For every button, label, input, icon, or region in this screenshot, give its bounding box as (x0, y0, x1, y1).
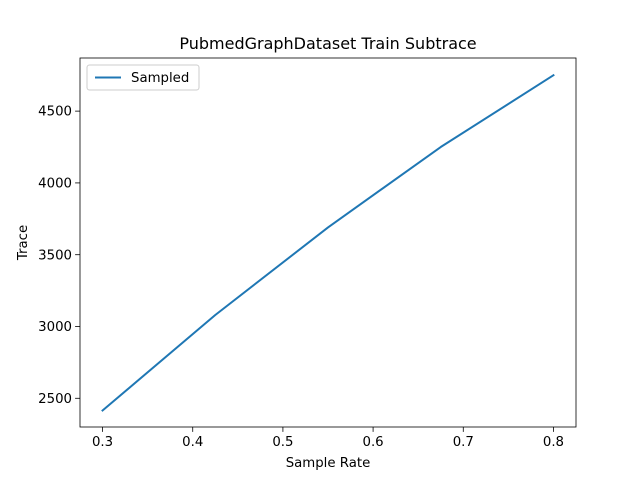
y-tick-label: 2500 (38, 392, 72, 407)
x-tick-label: 0.4 (182, 435, 203, 450)
plot-background (80, 58, 576, 427)
y-tick-label: 4500 (38, 105, 72, 120)
legend-label: Sampled (131, 71, 189, 86)
y-tick-label: 4000 (38, 177, 72, 192)
chart-title: PubmedGraphDataset Train Subtrace (179, 34, 476, 53)
x-tick-label: 0.6 (363, 435, 384, 450)
x-tick-label: 0.3 (92, 435, 113, 450)
x-tick-label: 0.7 (453, 435, 474, 450)
y-tick-label: 3500 (38, 248, 72, 263)
plot-area (80, 58, 576, 427)
y-tick-label: 3000 (38, 320, 72, 335)
x-axis-label: Sample Rate (286, 456, 371, 471)
legend: Sampled (87, 65, 199, 90)
x-tick-label: 0.8 (543, 435, 564, 450)
x-tick-label: 0.5 (272, 435, 293, 450)
y-axis-label: Trace (16, 225, 31, 261)
